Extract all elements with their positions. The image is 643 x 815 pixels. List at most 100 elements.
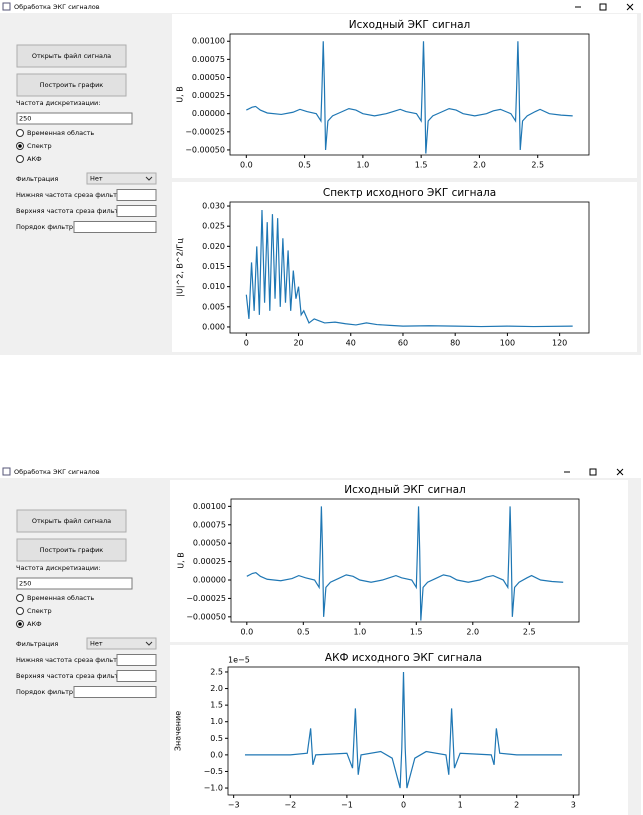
y-tick-label: 0.00075 xyxy=(193,520,226,529)
filter-label: Фильтрация xyxy=(16,175,58,183)
button[interactable] xyxy=(16,73,127,97)
figure xyxy=(170,480,628,642)
sampling-input[interactable] xyxy=(16,577,133,590)
y-tick-label: 0.00050 xyxy=(192,73,225,82)
x-tick-label: −2 xyxy=(284,801,296,810)
x-tick-label: 0.5 xyxy=(297,628,310,637)
plot-title: Исходный ЭКГ сигнал xyxy=(344,484,466,496)
radio-label: АКФ xyxy=(27,155,42,163)
field-input[interactable] xyxy=(116,670,157,682)
y-tick-label: −0.00025 xyxy=(185,127,225,136)
close-button[interactable] xyxy=(616,468,624,476)
y-tick-label: 0.010 xyxy=(202,282,225,291)
title-bar xyxy=(0,465,641,478)
y-tick-label: 2.5 xyxy=(210,667,223,676)
filter-value: Нет xyxy=(90,640,103,648)
button[interactable] xyxy=(16,538,127,562)
signal-line xyxy=(246,41,573,154)
x-tick-label: 3 xyxy=(571,801,576,810)
plot-title: Спектр исходного ЭКГ сигнала xyxy=(323,187,496,199)
maximize-button[interactable] xyxy=(589,468,597,476)
x-tick-label: 2.5 xyxy=(531,161,544,170)
y-axis-label: U, В xyxy=(176,86,185,102)
x-tick-label: 2 xyxy=(514,801,519,810)
x-tick-label: 1.0 xyxy=(353,628,366,637)
y-tick-label: 0.020 xyxy=(202,242,225,251)
field-input[interactable] xyxy=(73,686,157,698)
x-tick-label: 0.5 xyxy=(298,161,311,170)
sampling-input[interactable] xyxy=(16,112,133,125)
y-tick-label: 0.00050 xyxy=(193,539,226,548)
x-tick-label: 60 xyxy=(398,339,408,348)
filter-select[interactable] xyxy=(86,637,157,650)
x-tick-label: 1.5 xyxy=(415,161,428,170)
x-tick-label: 80 xyxy=(450,339,460,348)
axes-frame xyxy=(230,498,580,623)
axes-frame xyxy=(227,666,580,796)
button-label: Построить график xyxy=(40,81,104,89)
radio-button[interactable] xyxy=(16,155,24,163)
field-input[interactable] xyxy=(116,205,157,217)
filter-value: Нет xyxy=(90,175,103,183)
y-tick-label: 0.00025 xyxy=(192,91,225,100)
x-tick-label: 120 xyxy=(552,339,567,348)
window-title: Обработка ЭКГ сигналов xyxy=(14,468,100,476)
window-title: Обработка ЭКГ сигналов xyxy=(14,3,100,11)
field-input[interactable] xyxy=(73,221,157,233)
y-axis-label: U, В xyxy=(177,552,186,568)
radio-label: Спектр xyxy=(27,607,52,615)
y-tick-label: 0.025 xyxy=(202,222,225,231)
figure xyxy=(170,645,628,815)
sampling-label: Частота дискретизации: xyxy=(16,99,100,107)
figure xyxy=(172,14,637,178)
y-tick-label: 0.00100 xyxy=(193,502,226,511)
x-tick-label: −1 xyxy=(341,801,353,810)
offset-text: 1e−5 xyxy=(228,656,250,665)
field-label: Порядок фильтра: xyxy=(16,688,79,696)
x-tick-label: 0.0 xyxy=(240,628,253,637)
axes-frame xyxy=(229,201,590,334)
y-tick-label: 1.5 xyxy=(210,701,223,710)
y-tick-label: 2.0 xyxy=(210,684,223,693)
x-tick-label: 1.0 xyxy=(357,161,370,170)
radio-button[interactable] xyxy=(16,607,24,615)
filter-select[interactable] xyxy=(86,172,157,185)
y-tick-label: −0.00025 xyxy=(186,594,226,603)
sampling-value: 250 xyxy=(19,115,31,123)
maximize-button[interactable] xyxy=(599,3,607,11)
x-tick-label: 1 xyxy=(458,801,463,810)
app-icon xyxy=(2,2,11,11)
x-tick-label: 0.0 xyxy=(240,161,253,170)
button-label: Открыть файл сигнала xyxy=(32,517,111,525)
y-tick-label: 0.000 xyxy=(202,322,225,331)
x-tick-label: 40 xyxy=(346,339,356,348)
y-tick-label: 1.0 xyxy=(210,717,223,726)
sampling-label: Частота дискретизации: xyxy=(16,564,100,572)
x-tick-label: 0 xyxy=(401,801,406,810)
field-label: Верхняя частота среза фильтра: xyxy=(16,672,129,680)
y-tick-label: 0.00100 xyxy=(192,37,225,46)
axes-frame xyxy=(229,33,590,156)
radio-button[interactable] xyxy=(16,129,24,137)
sampling-value: 250 xyxy=(19,580,31,588)
figure xyxy=(172,182,637,352)
title-bar xyxy=(0,0,641,13)
button[interactable] xyxy=(16,44,127,68)
field-label: Порядок фильтра: xyxy=(16,223,79,231)
radio-label: АКФ xyxy=(27,620,42,628)
field-input[interactable] xyxy=(116,189,157,201)
field-input[interactable] xyxy=(116,654,157,666)
field-label: Верхняя частота среза фильтра: xyxy=(16,207,129,215)
close-button[interactable] xyxy=(626,3,634,11)
y-axis-label: Значение xyxy=(174,711,183,751)
radio-dot xyxy=(18,622,22,626)
button-label: Построить график xyxy=(40,546,104,554)
signal-line xyxy=(246,506,564,621)
select-arrow xyxy=(145,176,153,181)
x-tick-label: −3 xyxy=(228,801,240,810)
button[interactable] xyxy=(16,509,127,533)
radio-label: Спектр xyxy=(27,142,52,150)
x-tick-label: 2.0 xyxy=(466,628,479,637)
radio-button[interactable] xyxy=(16,594,24,602)
